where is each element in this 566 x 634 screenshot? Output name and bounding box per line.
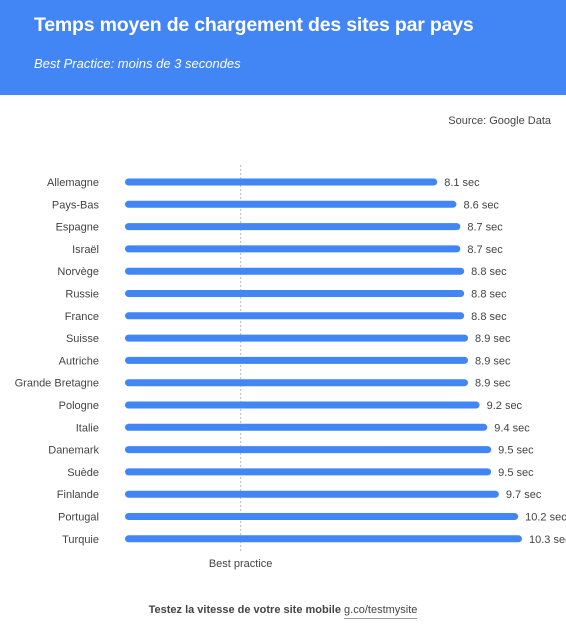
bar <box>125 334 469 342</box>
category-label: Suisse <box>66 333 99 345</box>
best-practice-label: Best practice <box>209 558 273 570</box>
category-label: Espagne <box>56 222 99 234</box>
bar <box>125 200 457 208</box>
bar <box>125 535 522 543</box>
category-label: Pologne <box>59 400 99 412</box>
bar <box>125 468 492 476</box>
category-label: Norvège <box>57 266 99 278</box>
bar <box>125 446 492 454</box>
category-label: Russie <box>65 289 99 301</box>
value-label: 10.2 sec <box>525 512 566 524</box>
category-label: Finlande <box>57 489 99 501</box>
bar <box>125 312 465 320</box>
category-label: Grande Bretagne <box>15 378 99 390</box>
value-label: 8.6 sec <box>463 199 499 211</box>
bar <box>125 245 461 253</box>
value-label: 8.9 sec <box>475 355 511 367</box>
value-label: 8.8 sec <box>471 311 507 323</box>
category-label: Pays-Bas <box>52 199 100 211</box>
chart-subtitle: Best Practice: moins de 3 secondes <box>34 56 241 71</box>
footer-cta: Testez la vitesse de votre site mobile <box>148 604 341 616</box>
value-label: 9.2 sec <box>487 400 523 412</box>
bar <box>125 356 469 364</box>
category-label: Autriche <box>59 355 99 367</box>
value-label: 10.3 sec <box>529 534 566 546</box>
value-label: 8.8 sec <box>471 289 507 301</box>
value-label: 9.5 sec <box>498 445 534 457</box>
category-label: Danemark <box>48 445 99 457</box>
chart-title: Temps moyen de chargement des sites par … <box>34 14 474 36</box>
footer-link[interactable]: g.co/testmysite <box>344 604 418 619</box>
source-note: Source: Google Data <box>448 115 551 127</box>
bar <box>125 223 461 231</box>
bar <box>125 379 469 387</box>
bar <box>125 290 465 297</box>
category-label: France <box>65 311 99 323</box>
category-label: Turquie <box>62 534 99 546</box>
bar-chart: Best practice Allemagne 8.1 sec Pays-Bas 8.6… <box>15 165 566 570</box>
value-label: 8.7 sec <box>467 244 503 256</box>
value-label: 9.7 sec <box>506 489 542 501</box>
value-label: 8.7 sec <box>467 222 503 234</box>
value-label: 8.8 sec <box>471 266 507 278</box>
bar <box>125 401 480 409</box>
category-label: Italie <box>76 422 99 434</box>
category-label: Israël <box>72 244 99 256</box>
bar <box>125 178 438 186</box>
value-label: 8.9 sec <box>475 333 511 345</box>
value-label: 9.4 sec <box>494 422 530 434</box>
value-label: 9.5 sec <box>498 467 534 479</box>
category-label: Portugal <box>58 512 99 524</box>
value-label: 8.1 sec <box>444 177 480 189</box>
category-label: Suède <box>67 467 99 479</box>
bar <box>125 267 465 275</box>
header-banner: Temps moyen de chargement des sites par … <box>0 0 566 95</box>
category-label: Allemagne <box>47 177 99 189</box>
bar <box>125 423 488 431</box>
bar <box>125 513 519 520</box>
footer: Testez la vitesse de votre site mobile g… <box>0 604 566 619</box>
value-label: 8.9 sec <box>475 378 511 390</box>
bar <box>125 490 499 498</box>
